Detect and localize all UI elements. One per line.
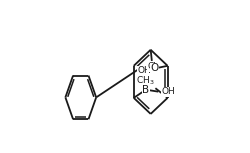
Text: OH: OH — [160, 87, 174, 96]
Text: Cl: Cl — [147, 62, 156, 71]
Text: B: B — [142, 85, 149, 95]
Text: O: O — [150, 63, 158, 73]
Text: OH: OH — [137, 66, 150, 75]
Text: CH$_3$: CH$_3$ — [135, 75, 154, 88]
